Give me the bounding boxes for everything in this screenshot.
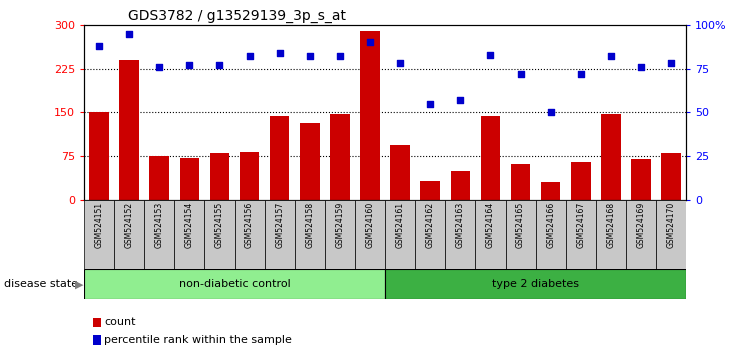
Point xyxy=(93,43,105,48)
Text: GSM524170: GSM524170 xyxy=(666,202,676,248)
Point xyxy=(545,110,556,115)
Bar xyxy=(385,269,686,299)
Bar xyxy=(355,200,385,269)
Text: non-diabetic control: non-diabetic control xyxy=(179,279,291,289)
Point xyxy=(244,53,256,59)
Point xyxy=(274,50,285,56)
Bar xyxy=(391,144,410,200)
Point xyxy=(394,61,406,66)
Text: GSM524168: GSM524168 xyxy=(607,202,615,248)
Text: GSM524163: GSM524163 xyxy=(456,202,465,248)
Point xyxy=(455,97,466,103)
Bar xyxy=(93,318,101,327)
Bar xyxy=(93,335,101,345)
Bar xyxy=(475,200,505,269)
Bar xyxy=(174,200,204,269)
Bar xyxy=(626,200,656,269)
Bar xyxy=(234,200,264,269)
Point xyxy=(515,71,526,77)
Bar xyxy=(601,114,620,200)
Bar xyxy=(360,30,380,200)
Text: GSM524156: GSM524156 xyxy=(245,202,254,248)
Point xyxy=(214,62,226,68)
Bar xyxy=(150,156,169,200)
Point xyxy=(334,53,346,59)
Text: ▶: ▶ xyxy=(75,279,84,289)
Text: disease state: disease state xyxy=(4,279,78,289)
Point xyxy=(123,31,135,36)
Bar xyxy=(541,183,561,200)
Bar xyxy=(596,200,626,269)
Bar xyxy=(656,200,686,269)
Text: count: count xyxy=(104,317,136,327)
Point xyxy=(153,64,165,70)
Text: GSM524154: GSM524154 xyxy=(185,202,194,248)
Text: GSM524162: GSM524162 xyxy=(426,202,435,248)
Bar xyxy=(84,269,385,299)
Bar xyxy=(505,200,536,269)
Text: GSM524157: GSM524157 xyxy=(275,202,284,248)
Text: GDS3782 / g13529139_3p_s_at: GDS3782 / g13529139_3p_s_at xyxy=(128,9,346,23)
Bar xyxy=(119,60,139,200)
Bar xyxy=(204,200,234,269)
Bar xyxy=(239,152,259,200)
Bar xyxy=(511,164,531,200)
Bar xyxy=(445,200,475,269)
Point xyxy=(304,53,315,59)
Text: GSM524167: GSM524167 xyxy=(576,202,585,248)
Point xyxy=(665,61,677,66)
Bar xyxy=(536,200,566,269)
Text: GSM524153: GSM524153 xyxy=(155,202,164,248)
Text: GSM524164: GSM524164 xyxy=(486,202,495,248)
Bar xyxy=(415,200,445,269)
Text: type 2 diabetes: type 2 diabetes xyxy=(492,279,579,289)
Text: GSM524169: GSM524169 xyxy=(637,202,645,248)
Bar xyxy=(450,171,470,200)
Text: GSM524165: GSM524165 xyxy=(516,202,525,248)
Bar xyxy=(84,200,114,269)
Bar xyxy=(180,158,199,200)
Bar xyxy=(89,113,109,200)
Bar xyxy=(631,159,651,200)
Bar xyxy=(114,200,145,269)
Point xyxy=(485,52,496,57)
Bar xyxy=(385,200,415,269)
Point xyxy=(605,53,617,59)
Point xyxy=(424,101,436,107)
Point xyxy=(635,64,647,70)
Bar xyxy=(661,153,681,200)
Text: GSM524151: GSM524151 xyxy=(94,202,104,248)
Text: percentile rank within the sample: percentile rank within the sample xyxy=(104,335,292,345)
Text: GSM524158: GSM524158 xyxy=(305,202,315,248)
Text: GSM524166: GSM524166 xyxy=(546,202,556,248)
Text: GSM524160: GSM524160 xyxy=(366,202,374,248)
Point xyxy=(183,62,195,68)
Bar xyxy=(571,162,591,200)
Bar xyxy=(295,200,325,269)
Point xyxy=(575,71,587,77)
Bar xyxy=(325,200,355,269)
Text: GSM524152: GSM524152 xyxy=(125,202,134,248)
Bar xyxy=(144,200,174,269)
Point xyxy=(364,40,376,45)
Bar xyxy=(264,200,295,269)
Bar xyxy=(270,116,290,200)
Bar xyxy=(300,123,320,200)
Bar xyxy=(210,153,229,200)
Text: GSM524161: GSM524161 xyxy=(396,202,404,248)
Text: GSM524159: GSM524159 xyxy=(335,202,345,248)
Bar xyxy=(480,116,500,200)
Text: GSM524155: GSM524155 xyxy=(215,202,224,248)
Bar xyxy=(420,181,440,200)
Bar xyxy=(566,200,596,269)
Bar xyxy=(330,114,350,200)
